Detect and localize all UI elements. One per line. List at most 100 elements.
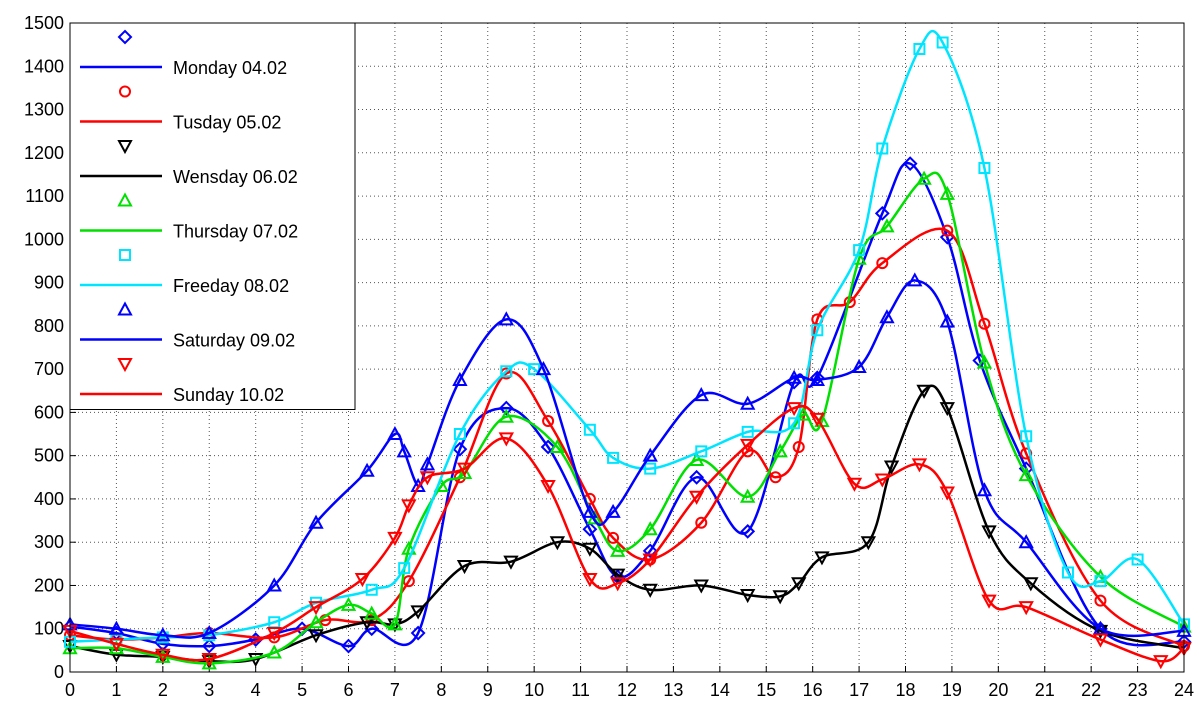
marker	[976, 482, 993, 497]
x-tick-label: 5	[297, 680, 307, 700]
y-tick-label: 1300	[24, 100, 64, 120]
marker	[642, 543, 658, 559]
x-tick-label: 1	[111, 680, 121, 700]
marker	[883, 460, 900, 475]
marker	[419, 456, 436, 471]
x-tick-label: 24	[1174, 680, 1194, 700]
marker	[936, 36, 949, 49]
y-tick-label: 1000	[24, 229, 64, 249]
marker	[410, 477, 426, 492]
marker	[1018, 534, 1034, 549]
marker	[542, 415, 555, 428]
x-tick-label: 16	[803, 680, 823, 700]
marker	[410, 625, 426, 641]
marker	[795, 406, 812, 421]
marker	[814, 551, 830, 566]
marker	[786, 402, 802, 417]
x-tick-label: 9	[483, 680, 493, 700]
marker	[610, 542, 626, 557]
marker	[769, 471, 782, 484]
marker	[610, 568, 626, 583]
marker	[266, 627, 282, 642]
marker	[689, 469, 705, 485]
x-tick-label: 22	[1081, 680, 1101, 700]
marker	[365, 614, 378, 627]
marker	[108, 620, 125, 635]
marker	[340, 596, 357, 611]
marker	[398, 562, 411, 575]
marker	[201, 655, 217, 670]
marker	[498, 432, 515, 447]
y-tick-label: 1100	[25, 186, 64, 206]
marker	[876, 257, 889, 270]
marker	[419, 471, 436, 486]
marker	[453, 428, 466, 441]
marker	[939, 486, 955, 501]
marker	[117, 140, 133, 155]
marker	[201, 624, 217, 640]
marker	[740, 523, 756, 539]
marker	[1153, 655, 1169, 670]
marker	[452, 441, 468, 457]
marker	[978, 161, 991, 174]
marker	[387, 531, 403, 546]
marker	[874, 473, 890, 488]
marker	[365, 583, 378, 596]
marker	[1023, 577, 1039, 592]
x-tick-label: 4	[251, 680, 261, 700]
marker	[978, 317, 991, 330]
marker	[540, 439, 556, 455]
marker	[1131, 553, 1144, 566]
marker	[582, 542, 598, 557]
marker	[387, 616, 403, 631]
marker	[308, 514, 324, 529]
x-tick-label: 13	[663, 680, 683, 700]
marker	[1018, 601, 1034, 616]
legend: Monday 04.02 Tusday 05.02 Wensday 06.02 Thu…	[69, 22, 356, 410]
marker	[456, 464, 473, 479]
marker	[364, 605, 380, 620]
x-tick-label: 6	[343, 680, 353, 700]
marker	[266, 577, 282, 592]
marker	[117, 29, 133, 45]
y-tick-label: 600	[34, 402, 64, 422]
x-tick-label: 8	[436, 680, 446, 700]
marker	[693, 579, 709, 594]
marker	[401, 540, 417, 555]
marker	[117, 358, 133, 373]
marker	[879, 218, 895, 233]
x-tick-label: 18	[895, 680, 915, 700]
x-tick-label: 2	[158, 680, 168, 700]
marker	[695, 445, 708, 458]
marker	[401, 499, 417, 514]
marker	[786, 369, 802, 384]
marker	[607, 451, 620, 464]
marker	[117, 301, 133, 316]
marker	[981, 594, 997, 609]
legend-label: Tusday 05.02	[173, 113, 281, 133]
marker	[108, 640, 125, 655]
y-tick-label: 500	[34, 446, 64, 466]
marker	[695, 516, 708, 529]
marker	[902, 156, 918, 172]
marker	[308, 629, 324, 644]
marker	[396, 443, 412, 458]
marker	[155, 648, 171, 663]
marker	[1020, 447, 1033, 460]
marker	[308, 601, 324, 616]
marker	[117, 192, 133, 207]
marker	[354, 572, 371, 588]
marker	[876, 142, 889, 155]
marker	[939, 185, 955, 200]
marker	[741, 425, 754, 438]
marker	[642, 583, 658, 598]
x-tick-label: 20	[988, 680, 1008, 700]
marker	[874, 205, 890, 221]
marker	[809, 371, 825, 386]
marker	[582, 503, 598, 518]
marker	[860, 536, 877, 551]
marker	[583, 423, 596, 436]
y-tick-label: 400	[34, 489, 64, 509]
x-tick-label: 23	[1128, 680, 1148, 700]
y-tick-label: 200	[34, 575, 64, 595]
